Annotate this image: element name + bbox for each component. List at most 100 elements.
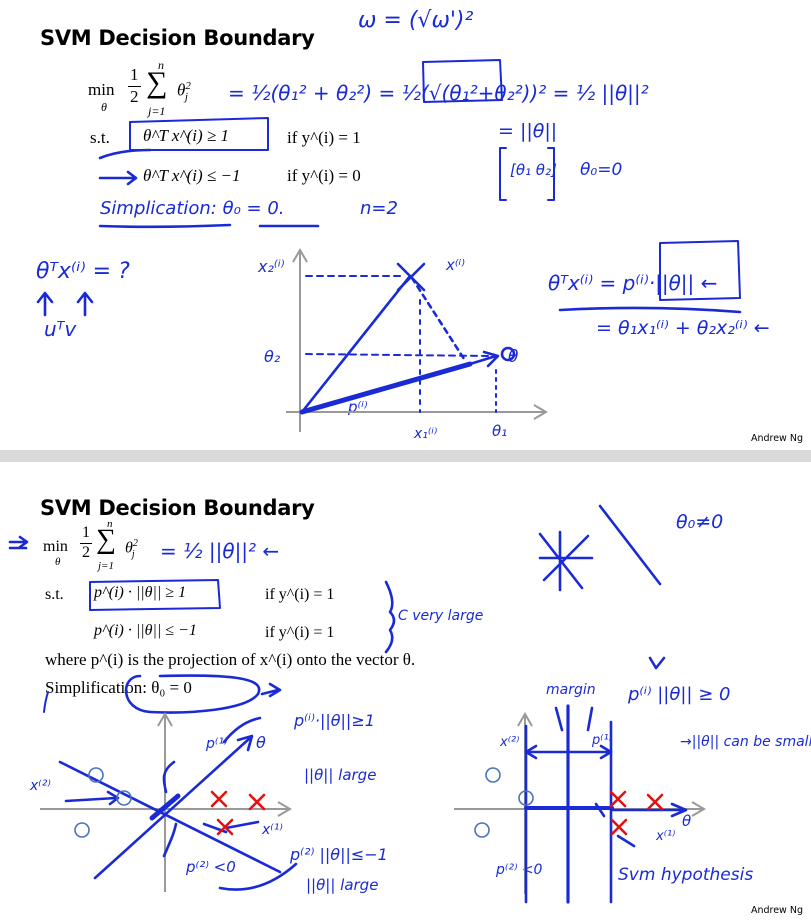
right-o-1 [485,767,501,783]
left-o-2 [116,790,132,806]
right-x-3 [610,818,628,836]
hw-left-p2: p⁽²⁾ <0 [185,858,236,876]
sum-symbol: ∑ [146,66,168,99]
hw-margin: margin [546,682,596,698]
projection-line [410,276,468,364]
hw-left-p-le: p⁽²⁾ ||θ||≤−1 [289,845,388,864]
left-o-3 [74,822,90,838]
hw-proj: θᵀx⁽ⁱ⁾ = p⁽ⁱ⁾·||θ|| ← [548,271,717,295]
hw-axis-theta1: θ₁ [492,422,507,440]
constraint-2-condition: if y^(i) = 0 [287,166,361,185]
hw-theta-vec: [θ₁ θ₂] [510,161,557,179]
ink-arrow-simp [260,682,282,698]
simplification-note: Simplification: θ₀ = 0 [45,678,192,697]
hw-right-theta: θ [682,812,691,830]
hw-p-norm: p⁽ⁱ⁾ ||θ|| ≥ 0 [627,684,730,705]
hw-half-norm: = ½ ||θ||² ← [160,539,279,563]
constraint-1-condition: if y^(i) = 1 [287,128,361,147]
sum-bottom: j=1 [148,104,166,118]
hw-simplification: Simplication: θ₀ = 0. [100,198,285,219]
left-arrow-x1 [202,820,260,834]
hw-right-p2: p⁽²⁾ <0 [495,862,543,878]
fraction-bar [128,86,141,87]
ink-box-proj [659,240,741,301]
hw-theta0: θ₀=0 [580,160,622,180]
sum-top: n [107,518,113,530]
fraction-bar [80,543,92,544]
objective-term: θ2j [177,80,191,104]
left-p-arrows [162,760,178,858]
right-margin-arrow [524,744,613,760]
left-decision-boundary [58,760,282,874]
st-label: s.t. [90,128,110,147]
hw-axis-theta2: θ₂ [264,347,281,366]
constraint-2-expr: p^(i) · ||θ|| ≤ −1 [94,622,197,639]
right-o-3 [474,822,490,838]
hw-uv: uᵀv [44,317,77,341]
ink-brace [384,580,396,654]
hw-smaller: →||θ|| can be smaller. [680,734,811,750]
sum-bottom: j=1 [98,560,114,572]
hw-expand2: = θ₁x₁⁽ⁱ⁾ + θ₂x₂⁽ⁱ⁾ ← [596,317,770,339]
slide-2: SVM Decision Boundary min θ 1 2 n ∑ j=1 … [0,462,811,922]
objective-min: min [43,538,68,555]
left-arrow-top [222,716,262,744]
left-arrow-x2 [64,790,120,806]
ink-circle-simplification [124,674,261,714]
constraint-1-expr: θ^T x^(i) ≥ 1 [143,126,230,145]
hw-right-x2: x⁽²⁾ [499,735,519,750]
axis-horizontal [286,404,548,420]
ink-implication [8,535,29,550]
sum-top: n [158,58,164,72]
ink-arrow-constraint2 [98,170,138,186]
left-x-1 [210,790,228,808]
left-arrow-bottom [218,862,298,891]
objective-min-sub: θ [101,100,107,114]
hw-c-large: C very large [398,608,483,624]
hw-theta0-neq: θ₀≠0 [676,511,723,533]
hw-n: n=2 [360,198,398,219]
dash-theta2 [305,353,491,357]
ink-underline-simplification [98,223,320,229]
ink-underline [43,691,49,713]
hw-left-theta: θ [256,733,266,752]
right-x-2 [646,793,664,811]
vector-x [300,274,412,414]
hw-left-large1: ||θ|| large [304,766,376,784]
ink-check [648,656,666,670]
st-label: s.t. [45,586,64,603]
left-x-2 [248,793,266,811]
vector-theta-arrow [468,350,500,368]
slide-1-ink: ω = (√ω')² = ½(θ₁² + θ₂²) = ½(√(θ₁²+θ₂²)… [36,8,770,442]
hw-axis-x1: x₁⁽ⁱ⁾ [413,426,437,442]
slide-2-ink: = ½ ||θ||² ← C very large θ₀≠0 margin p⁽… [8,504,811,904]
hw-svm: Svm hypothesis [618,865,753,885]
hw-left-p-ge: p⁽ⁱ⁾·||θ||≥1 [293,711,375,730]
theta-head [500,346,516,362]
left-x-3 [216,818,234,836]
projection-note: where p^(i) is the projection of x^(i) o… [45,650,416,669]
ink-box-constraint [89,579,221,611]
constraint-2-condition: if y^(i) = 1 [265,624,335,641]
objective-term: θ2j [125,538,138,560]
author-credit: Andrew Ng [750,905,803,916]
vector-p [299,361,473,415]
ink-underline-proj [558,306,742,314]
hw-dot: θᵀx⁽ⁱ⁾ = ? [36,259,130,284]
right-margin-pointers [554,706,594,732]
ink-up-arrows [36,291,94,317]
hw-axis-xi: x⁽ⁱ⁾ [445,256,465,274]
objective-min: min [88,80,115,99]
hw-right-p1: p⁽¹⁾ [591,733,612,748]
slide-title: SVM Decision Boundary [40,26,315,50]
hw-left-p1: p⁽¹⁾ [205,736,227,752]
hw-norm: = ||θ|| [498,120,557,142]
objective-fraction-den: 2 [130,87,139,106]
objective-fraction-num: 1 [130,65,139,84]
hw-left-x2: x⁽²⁾ [29,778,51,794]
left-theta-vector [93,734,254,880]
constraint-2-expr: θ^T x^(i) ≤ −1 [143,166,241,185]
right-x-1 [609,790,627,808]
right-arrows [594,802,636,848]
slide-1: SVM Decision Boundary min θ 1 2 n ∑ j=1 … [0,0,811,450]
